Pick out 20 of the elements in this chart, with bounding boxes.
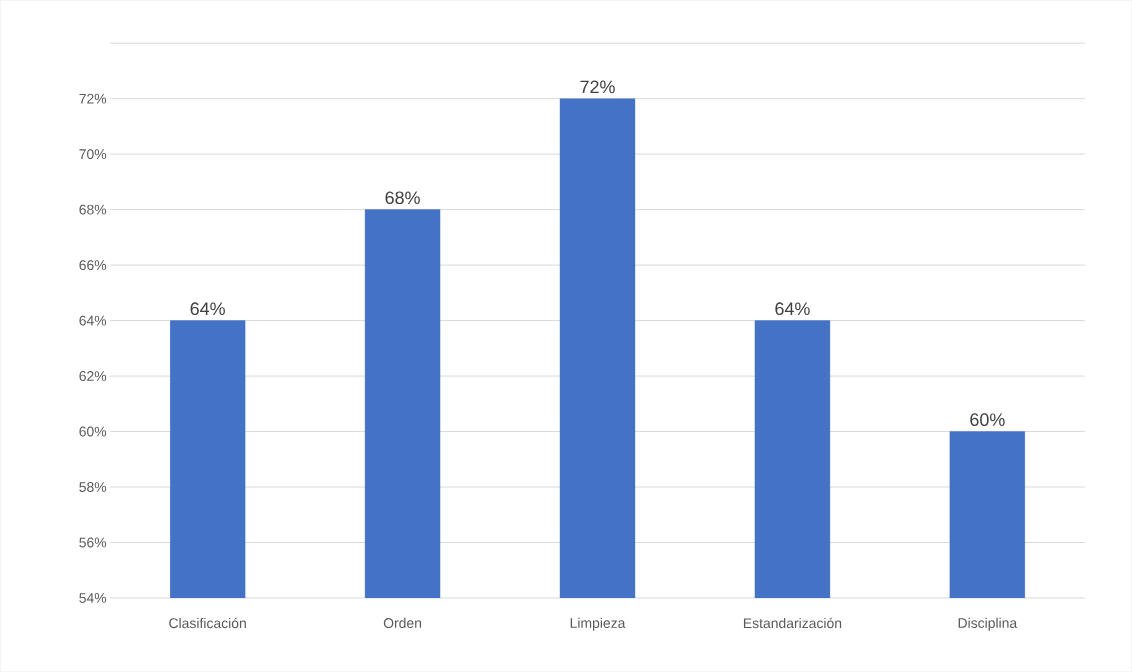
y-tick-label: 58% bbox=[79, 482, 107, 492]
data-label: 72% bbox=[580, 80, 615, 94]
y-tick-label: 64% bbox=[79, 315, 107, 326]
data-label: 68% bbox=[385, 191, 420, 205]
y-tick-label: 68% bbox=[79, 204, 107, 215]
x-tick-label: Orden bbox=[383, 617, 422, 628]
y-tick-label: 70% bbox=[79, 149, 107, 159]
y-tick-label: 54% bbox=[79, 592, 107, 603]
data-label: 64% bbox=[775, 302, 810, 315]
data-label: 64% bbox=[190, 302, 225, 315]
x-tick-label: Clasificación bbox=[169, 617, 246, 629]
y-tick-label: 60% bbox=[79, 426, 107, 437]
x-tick-label: Disciplina bbox=[958, 617, 1018, 631]
x-tick-label: Limpieza bbox=[570, 617, 626, 631]
y-tick-label: 66% bbox=[79, 260, 107, 270]
x-tick-label: Estandarización bbox=[743, 617, 842, 629]
y-tick-label: 56% bbox=[79, 537, 107, 548]
y-tick-label: 72% bbox=[79, 93, 107, 104]
data-label: 60% bbox=[970, 413, 1005, 426]
y-tick-label: 62% bbox=[79, 371, 107, 381]
